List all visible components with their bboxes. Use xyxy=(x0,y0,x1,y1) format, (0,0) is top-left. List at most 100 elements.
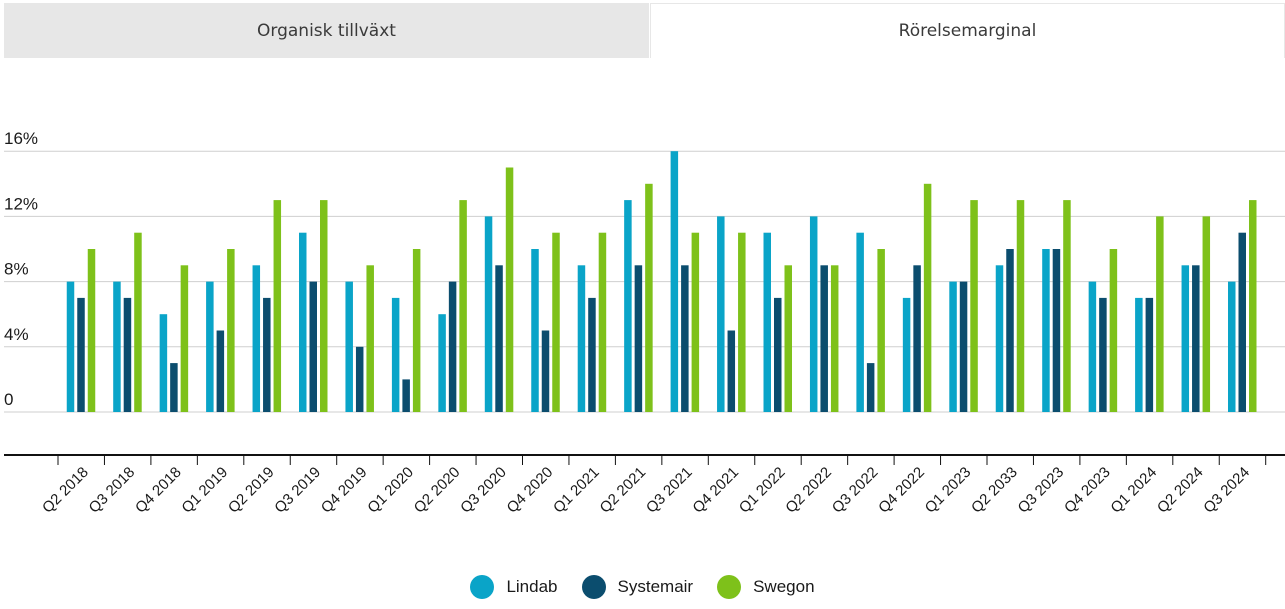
x-tick-label: Q3 2018 xyxy=(86,464,139,517)
bar-swegon[interactable] xyxy=(552,232,560,412)
y-axis-ticks: 0 4% 8% 12% 16% xyxy=(4,129,38,409)
bar-swegon[interactable] xyxy=(134,232,142,412)
bar-lindab[interactable] xyxy=(717,216,725,412)
bar-lindab[interactable] xyxy=(1228,281,1236,412)
bar-swegon[interactable] xyxy=(923,183,932,412)
bar-lindab[interactable] xyxy=(1088,281,1097,412)
bar-swegon[interactable] xyxy=(412,249,421,412)
bar-swegon[interactable] xyxy=(645,183,653,412)
bar-systemair[interactable] xyxy=(1099,297,1107,412)
bar-lindab[interactable] xyxy=(856,232,864,412)
x-tick-label: Q2 2020 xyxy=(411,464,464,517)
bar-swegon[interactable] xyxy=(738,232,746,412)
bar-systemair[interactable] xyxy=(1192,265,1200,412)
bar-systemair[interactable] xyxy=(634,265,643,412)
bar-systemair[interactable] xyxy=(1006,249,1014,412)
bar-swegon[interactable] xyxy=(87,249,96,412)
bar-systemair[interactable] xyxy=(1238,232,1247,412)
x-tick-label: Q4 2018 xyxy=(132,464,185,517)
bar-lindab[interactable] xyxy=(113,281,121,412)
bar-swegon[interactable] xyxy=(877,249,885,412)
bar-systemair[interactable] xyxy=(170,363,178,412)
bar-swegon[interactable] xyxy=(273,200,282,412)
bar-lindab[interactable] xyxy=(159,314,168,412)
bar-swegon[interactable] xyxy=(180,265,189,412)
y-tick-label: 16% xyxy=(4,129,38,148)
bars xyxy=(66,151,1257,413)
bar-swegon[interactable] xyxy=(1249,200,1257,412)
bar-systemair[interactable] xyxy=(216,330,225,413)
bar-lindab[interactable] xyxy=(252,265,261,412)
bar-systemair[interactable] xyxy=(495,265,503,412)
bar-lindab[interactable] xyxy=(577,265,586,412)
bar-lindab[interactable] xyxy=(206,281,214,412)
bar-lindab[interactable] xyxy=(391,297,400,412)
bar-systemair[interactable] xyxy=(681,265,689,412)
bar-systemair[interactable] xyxy=(774,297,782,412)
bar-swegon[interactable] xyxy=(970,200,978,412)
legend-item-swegon[interactable]: Swegon xyxy=(717,575,815,599)
bar-systemair[interactable] xyxy=(588,297,596,412)
bar-systemair[interactable] xyxy=(402,379,410,412)
bar-systemair[interactable] xyxy=(727,330,736,413)
bar-systemair[interactable] xyxy=(448,281,457,412)
x-tick-label: Q1 2024 xyxy=(1107,464,1160,517)
bar-lindab[interactable] xyxy=(624,200,632,412)
bar-systemair[interactable] xyxy=(263,297,271,412)
bar-systemair[interactable] xyxy=(866,363,875,412)
legend-swatch-systemair xyxy=(581,575,606,599)
bar-swegon[interactable] xyxy=(830,265,839,412)
bar-systemair[interactable] xyxy=(820,265,828,412)
bar-lindab[interactable] xyxy=(1181,265,1190,412)
bar-systemair[interactable] xyxy=(77,297,85,412)
tab-rorelsemarginal[interactable]: Rörelsemarginal xyxy=(650,3,1285,58)
bar-swegon[interactable] xyxy=(320,200,328,412)
bar-swegon[interactable] xyxy=(1202,216,1211,412)
bar-lindab[interactable] xyxy=(1042,249,1050,412)
bar-lindab[interactable] xyxy=(66,281,75,412)
y-tick-label: 12% xyxy=(4,194,38,213)
bar-lindab[interactable] xyxy=(531,249,539,412)
bar-lindab[interactable] xyxy=(299,232,307,412)
bar-swegon[interactable] xyxy=(1109,249,1118,412)
bar-systemair[interactable] xyxy=(309,281,318,412)
y-tick-label: 4% xyxy=(4,325,29,344)
x-tick-label: Q4 2021 xyxy=(689,464,742,517)
bar-swegon[interactable] xyxy=(691,232,700,412)
x-tick-label: Q3 2021 xyxy=(643,464,696,517)
bar-swegon[interactable] xyxy=(1063,200,1071,412)
bar-systemair[interactable] xyxy=(355,346,364,412)
legend-item-lindab[interactable]: Lindab xyxy=(470,575,558,599)
bar-lindab[interactable] xyxy=(345,281,353,412)
bar-lindab[interactable] xyxy=(763,232,772,412)
bar-swegon[interactable] xyxy=(598,232,607,412)
legend-swatch-swegon xyxy=(717,575,742,599)
legend-item-systemair[interactable]: Systemair xyxy=(581,575,693,599)
bar-lindab[interactable] xyxy=(949,281,957,412)
x-tick-label: Q2 2019 xyxy=(225,464,278,517)
bar-swegon[interactable] xyxy=(227,249,235,412)
bar-swegon[interactable] xyxy=(784,265,793,412)
legend-swatch-lindab xyxy=(470,575,495,599)
bar-systemair[interactable] xyxy=(1052,249,1061,412)
tab-organisk-tillvaxt[interactable]: Organisk tillväxt xyxy=(4,3,649,58)
bar-systemair[interactable] xyxy=(1145,297,1154,412)
bar-lindab[interactable] xyxy=(484,216,493,412)
bar-swegon[interactable] xyxy=(366,265,374,412)
bar-systemair[interactable] xyxy=(123,297,132,412)
bar-swegon[interactable] xyxy=(505,167,514,413)
bar-swegon[interactable] xyxy=(459,200,467,412)
bar-swegon[interactable] xyxy=(1016,200,1025,412)
bar-lindab[interactable] xyxy=(995,265,1004,412)
bar-lindab[interactable] xyxy=(1135,297,1143,412)
bar-lindab[interactable] xyxy=(809,216,818,412)
bar-systemair[interactable] xyxy=(913,265,921,412)
legend-label-lindab: Lindab xyxy=(506,577,558,596)
bar-lindab[interactable] xyxy=(670,151,679,412)
bar-swegon[interactable] xyxy=(1156,216,1164,412)
bar-systemair[interactable] xyxy=(541,330,550,413)
bar-lindab[interactable] xyxy=(438,314,446,412)
bar-systemair[interactable] xyxy=(959,281,968,412)
bar-lindab[interactable] xyxy=(902,297,911,412)
